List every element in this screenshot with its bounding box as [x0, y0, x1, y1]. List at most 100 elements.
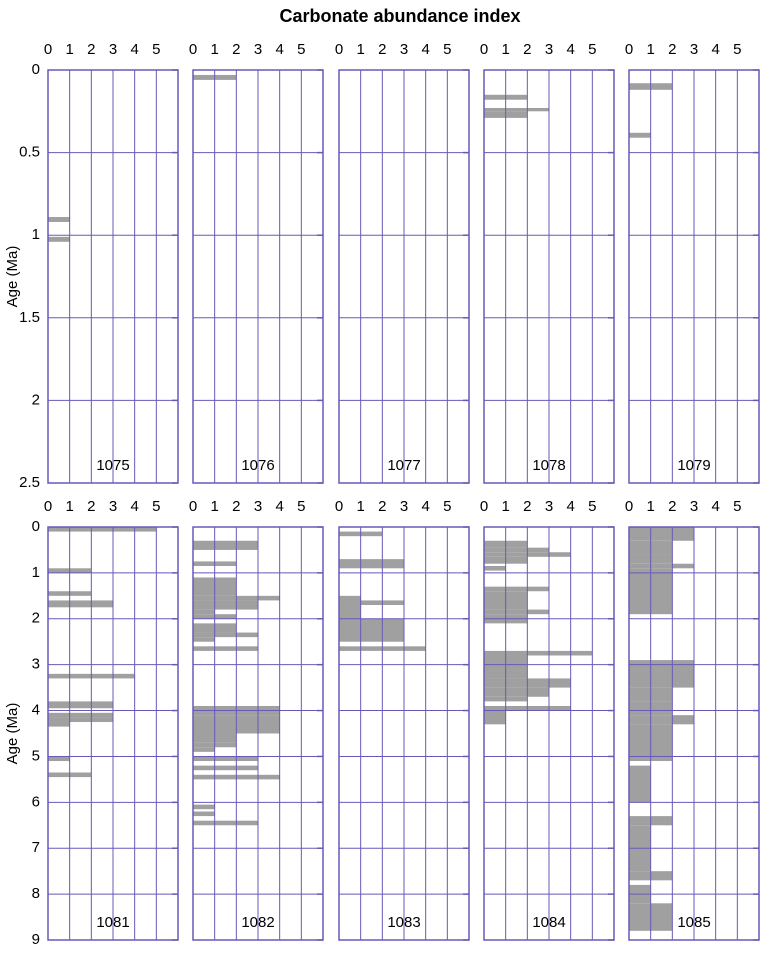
bar [193, 820, 258, 826]
panel-label: 1081 [96, 914, 129, 931]
x-tick-label: 5 [588, 41, 596, 58]
x-tick-label: 0 [625, 498, 633, 515]
x-tick-label: 4 [711, 498, 719, 515]
x-tick-label: 2 [87, 41, 95, 58]
x-tick-label: 0 [335, 41, 343, 58]
x-tick-label: 3 [109, 498, 117, 515]
x-tick-label: 0 [480, 498, 488, 515]
x-tick-label: 2 [668, 41, 676, 58]
plot-frame [483, 526, 615, 941]
bar [48, 722, 70, 727]
x-tick-label: 4 [711, 41, 719, 58]
bar [484, 107, 549, 112]
bar [193, 540, 258, 550]
panel-label: 1075 [96, 457, 129, 474]
x-tick-label: 4 [566, 41, 574, 58]
bar [48, 717, 113, 723]
panel-label: 1084 [532, 914, 565, 931]
y-axis-label: Age (Ma) [4, 246, 21, 308]
x-tick-label: 5 [297, 498, 305, 515]
bar [629, 527, 694, 541]
plot-frame [47, 526, 179, 941]
x-tick-label: 3 [400, 41, 408, 58]
x-tick-label: 1 [646, 498, 654, 515]
x-tick-label: 5 [297, 41, 305, 58]
bar [48, 600, 113, 608]
bar [484, 547, 549, 553]
x-tick-label: 3 [109, 41, 117, 58]
x-tick-label: 3 [690, 498, 698, 515]
plot-frame [47, 69, 179, 484]
panel-label: 1085 [677, 914, 710, 931]
bar [48, 701, 113, 709]
plot-frame [338, 526, 470, 941]
panel-label: 1077 [387, 457, 420, 474]
x-tick-label: 0 [335, 498, 343, 515]
y-tick-label: 8 [32, 885, 40, 902]
x-tick-label: 2 [232, 498, 240, 515]
x-tick-label: 1 [65, 41, 73, 58]
bar [193, 811, 215, 817]
y-tick-label: 9 [32, 931, 40, 948]
panel-label: 1082 [241, 914, 274, 931]
x-tick-label: 5 [443, 498, 451, 515]
x-tick-label: 4 [421, 498, 429, 515]
bar [48, 217, 70, 222]
x-tick-label: 4 [421, 41, 429, 58]
x-tick-label: 4 [275, 41, 283, 58]
y-tick-label: 7 [32, 839, 40, 856]
x-tick-label: 5 [443, 41, 451, 58]
bar [484, 650, 593, 656]
y-tick-label: 6 [32, 793, 40, 810]
y-tick-label: 0 [32, 61, 40, 78]
bar [484, 586, 549, 592]
bar [193, 609, 215, 615]
x-tick-label: 0 [189, 498, 197, 515]
x-tick-label: 2 [87, 498, 95, 515]
bar [48, 236, 70, 242]
bar [484, 710, 506, 725]
x-tick-label: 4 [275, 498, 283, 515]
bar [193, 756, 258, 762]
x-tick-label: 5 [152, 41, 160, 58]
x-tick-label: 5 [588, 498, 596, 515]
panel-label: 1078 [532, 457, 565, 474]
bar [193, 600, 258, 610]
x-tick-label: 1 [501, 498, 509, 515]
bar [193, 632, 258, 638]
bar [629, 765, 651, 803]
x-tick-label: 1 [501, 41, 509, 58]
x-tick-label: 0 [480, 41, 488, 58]
y-tick-label: 4 [32, 702, 40, 719]
y-tick-label: 2 [32, 391, 40, 408]
x-tick-label: 0 [189, 41, 197, 58]
x-tick-label: 3 [545, 41, 553, 58]
x-tick-label: 1 [646, 41, 654, 58]
x-tick-label: 0 [625, 41, 633, 58]
x-tick-label: 4 [566, 498, 574, 515]
y-tick-label: 3 [32, 656, 40, 673]
x-tick-label: 3 [254, 41, 262, 58]
bar [48, 712, 113, 718]
plot-frame [483, 69, 615, 484]
y-tick-label: 1.5 [19, 309, 40, 326]
y-tick-label: 2.5 [19, 474, 40, 491]
y-tick-label: 0.5 [19, 144, 40, 161]
x-tick-label: 2 [523, 498, 531, 515]
bar [48, 527, 157, 532]
x-tick-label: 2 [523, 41, 531, 58]
plot-frame [192, 69, 324, 484]
bar [339, 618, 404, 642]
bar [193, 646, 258, 651]
bar [193, 765, 258, 771]
x-tick-label: 5 [733, 41, 741, 58]
bar [339, 595, 361, 619]
x-tick-label: 3 [254, 498, 262, 515]
bar [629, 664, 694, 688]
bar [339, 559, 404, 569]
plot-frame [192, 526, 324, 941]
y-tick-label: 0 [32, 518, 40, 535]
bar [629, 132, 651, 138]
y-axis-label: Age (Ma) [4, 703, 21, 765]
bar [193, 747, 215, 752]
